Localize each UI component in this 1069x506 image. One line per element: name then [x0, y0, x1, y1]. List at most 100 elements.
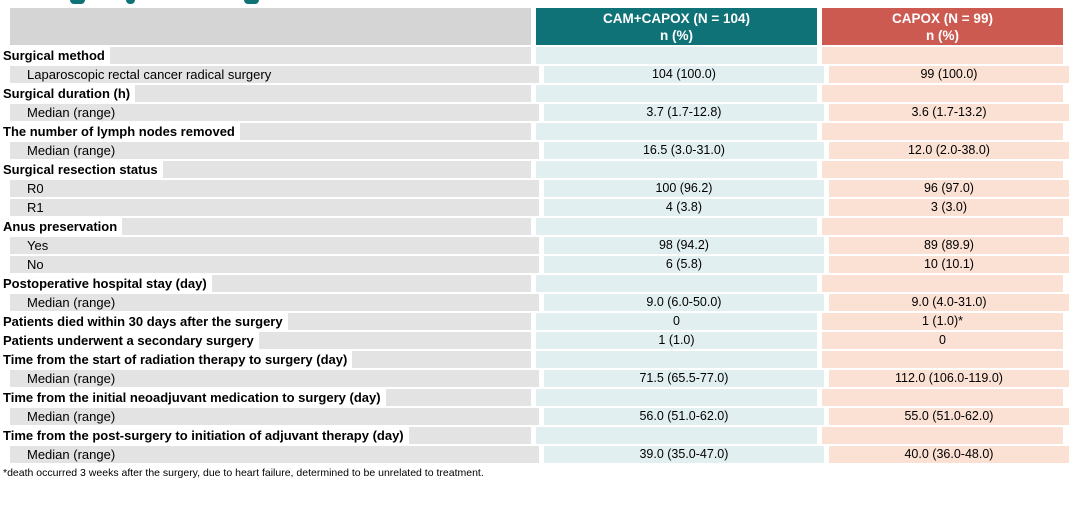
cam-capox-value-cell: [536, 351, 817, 368]
row-label: Median (range): [10, 294, 539, 311]
row-label-filler: [287, 313, 531, 330]
row-label: Patients underwent a secondary surgery: [0, 332, 259, 349]
row-label-cell: Surgical method: [0, 47, 531, 64]
capox-value-cell: 9.0 (4.0-31.0): [828, 294, 1069, 311]
capox-value-cell: 3 (3.0): [828, 199, 1069, 216]
table-row: Median (range) 16.5 (3.0-31.0) 12.0 (2.0…: [0, 142, 1069, 159]
table-row: Median (range) 56.0 (51.0-62.0) 55.0 (51…: [0, 408, 1069, 425]
row-label: Median (range): [10, 446, 539, 463]
table-row: Anus preservation: [0, 218, 1069, 235]
row-label-cell: Median (range): [0, 446, 539, 463]
table-row: No 6 (5.8) 10 (10.1): [0, 256, 1069, 273]
table-row: Surgical duration (h): [0, 85, 1069, 102]
cam-capox-value-cell: 71.5 (65.5-77.0): [543, 370, 824, 387]
row-label-cell: Time from the initial neoadjuvant medica…: [0, 389, 531, 406]
row-label-cell: R1: [0, 199, 539, 216]
capox-value-cell: [822, 427, 1063, 444]
column-header-capox: CAPOX (N = 99) n (%): [822, 8, 1063, 45]
cam-capox-value-cell: [536, 47, 817, 64]
row-label-filler: [352, 351, 531, 368]
table-footnote: *death occurred 3 weeks after the surger…: [3, 467, 484, 479]
cam-capox-value-cell: 9.0 (6.0-50.0): [543, 294, 824, 311]
row-label: Time from the post-surgery to initiation…: [0, 427, 409, 444]
row-label-cell: Median (range): [0, 370, 539, 387]
cam-capox-value-cell: 6 (5.8): [543, 256, 824, 273]
table-row: Median (range) 71.5 (65.5-77.0) 112.0 (1…: [0, 370, 1069, 387]
column-header-group-label: CAPOX (N = 99): [892, 10, 993, 26]
table-row: Time from the post-surgery to initiation…: [0, 427, 1069, 444]
row-label: Median (range): [10, 370, 539, 387]
capox-value-cell: [822, 161, 1063, 178]
row-label-cell: No: [0, 256, 539, 273]
row-label-cell: R0: [0, 180, 539, 197]
row-label-cell: Postoperative hospital stay (day): [0, 275, 531, 292]
row-label: Postoperative hospital stay (day): [0, 275, 212, 292]
table-row: R0 100 (96.2) 96 (97.0): [0, 180, 1069, 197]
row-label-cell: Patients died within 30 days after the s…: [0, 313, 531, 330]
capox-value-cell: 12.0 (2.0-38.0): [828, 142, 1069, 159]
row-label: Median (range): [10, 104, 539, 121]
table-row: Time from the start of radiation therapy…: [0, 351, 1069, 368]
row-label: Time from the initial neoadjuvant medica…: [0, 389, 386, 406]
cam-capox-value-cell: 56.0 (51.0-62.0): [543, 408, 824, 425]
table-row: Surgical method: [0, 47, 1069, 64]
row-label-filler: [211, 275, 531, 292]
capox-value-cell: 96 (97.0): [828, 180, 1069, 197]
row-label-cell: Median (range): [0, 408, 539, 425]
cam-capox-value-cell: [536, 427, 817, 444]
capox-value-cell: [822, 275, 1063, 292]
capox-value-cell: 0: [822, 332, 1063, 349]
row-label: Surgical duration (h): [0, 85, 136, 102]
capox-value-cell: [822, 351, 1063, 368]
header-label-spacer: [10, 8, 531, 45]
capox-value-cell: 55.0 (51.0-62.0): [828, 408, 1069, 425]
column-header-group-label: CAM+CAPOX (N = 104): [602, 10, 751, 26]
capox-value-cell: [822, 85, 1063, 102]
table-body: Surgical method Laparoscopic rectal canc…: [0, 47, 1069, 463]
row-label: Anus preservation: [0, 218, 123, 235]
table-row: Median (range) 39.0 (35.0-47.0) 40.0 (36…: [0, 446, 1069, 463]
row-label: R1: [10, 199, 539, 216]
cam-capox-value-cell: [536, 85, 817, 102]
table-row: Surgical resection status: [0, 161, 1069, 178]
table-header-row: CAM+CAPOX (N = 104) n (%) CAPOX (N = 99)…: [0, 8, 1069, 45]
table-row: Laparoscopic rectal cancer radical surge…: [0, 66, 1069, 83]
table-row: Patients died within 30 days after the s…: [0, 313, 1069, 330]
row-label-cell: Time from the post-surgery to initiation…: [0, 427, 531, 444]
table-row: R1 4 (3.8) 3 (3.0): [0, 199, 1069, 216]
row-label: Median (range): [10, 408, 539, 425]
capox-value-cell: [822, 123, 1063, 140]
table-row: Time from the initial neoadjuvant medica…: [0, 389, 1069, 406]
row-label-cell: Yes: [0, 237, 539, 254]
row-label-cell: Median (range): [0, 294, 539, 311]
cam-capox-value-cell: 100 (96.2): [543, 180, 824, 197]
cam-capox-value-cell: 4 (3.8): [543, 199, 824, 216]
row-label-cell: Surgical resection status: [0, 161, 531, 178]
row-label-filler: [408, 427, 531, 444]
cam-capox-value-cell: [536, 123, 817, 140]
row-label-filler: [109, 47, 531, 64]
row-label-cell: The number of lymph nodes removed: [0, 123, 531, 140]
cam-capox-value-cell: 104 (100.0): [543, 66, 824, 83]
clipped-title-fragment: [70, 0, 85, 4]
row-label-filler: [385, 389, 531, 406]
row-label-cell: Time from the start of radiation therapy…: [0, 351, 531, 368]
row-label-filler: [162, 161, 531, 178]
row-label: The number of lymph nodes removed: [0, 123, 240, 140]
table-row: Postoperative hospital stay (day): [0, 275, 1069, 292]
row-label-filler: [258, 332, 531, 349]
column-header-cam-capox: CAM+CAPOX (N = 104) n (%): [536, 8, 817, 45]
cam-capox-value-cell: [536, 161, 817, 178]
capox-value-cell: [822, 389, 1063, 406]
row-label-filler: [135, 85, 531, 102]
row-label: Yes: [10, 237, 539, 254]
cam-capox-value-cell: 1 (1.0): [536, 332, 817, 349]
row-label: R0: [10, 180, 539, 197]
clipped-page-title: [0, 0, 1069, 8]
row-label: Laparoscopic rectal cancer radical surge…: [10, 66, 539, 83]
cam-capox-value-cell: 98 (94.2): [543, 237, 824, 254]
cam-capox-value-cell: 16.5 (3.0-31.0): [543, 142, 824, 159]
row-label: Median (range): [10, 142, 539, 159]
capox-value-cell: 1 (1.0)*: [822, 313, 1063, 330]
